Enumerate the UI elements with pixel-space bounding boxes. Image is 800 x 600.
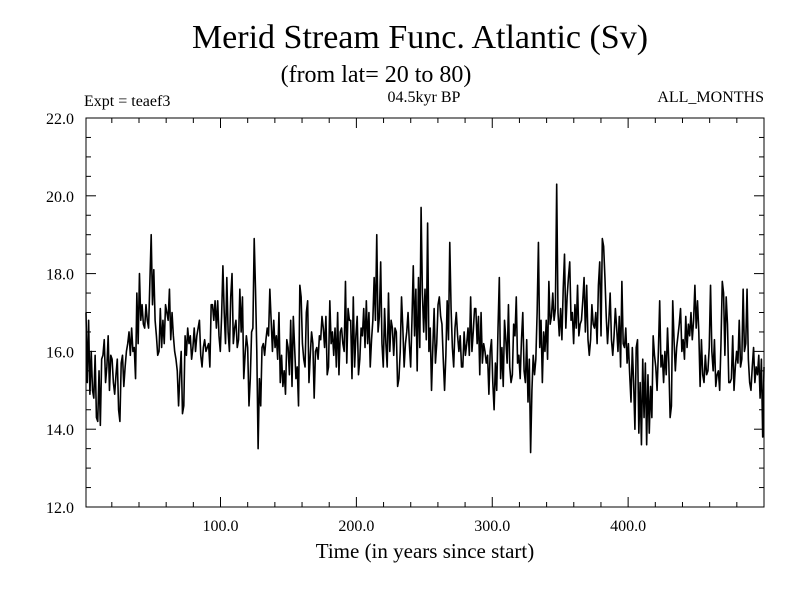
- x-tick-label: 400.0: [610, 518, 646, 535]
- y-tick-labels: 12.0 14.0 16.0 18.0 20.0 22.0: [46, 111, 74, 517]
- x-tick-label: 200.0: [338, 518, 374, 535]
- x-tick-label: 300.0: [474, 518, 510, 535]
- x-axis-label: Time (in years since start): [316, 539, 535, 563]
- y-tick-label: 22.0: [46, 111, 74, 128]
- series-line: [85, 183, 765, 454]
- experiment-label: Expt = teaef3: [84, 93, 170, 110]
- y-tick-label: 16.0: [46, 344, 74, 361]
- x-tick-label: 100.0: [203, 518, 239, 535]
- y-tick-label: 20.0: [46, 189, 74, 206]
- period-label: 04.5kyr BP: [388, 89, 461, 106]
- y-tick-label: 12.0: [46, 500, 74, 517]
- chart-subtitle: (from lat= 20 to 80): [281, 62, 472, 88]
- months-label: ALL_MONTHS: [657, 89, 764, 106]
- y-tick-label: 18.0: [46, 267, 74, 284]
- y-tick-label: 14.0: [46, 422, 74, 439]
- x-tick-labels: 100.0 200.0 300.0 400.0: [203, 518, 647, 535]
- chart-title: Merid Stream Func. Atlantic (Sv): [192, 19, 648, 56]
